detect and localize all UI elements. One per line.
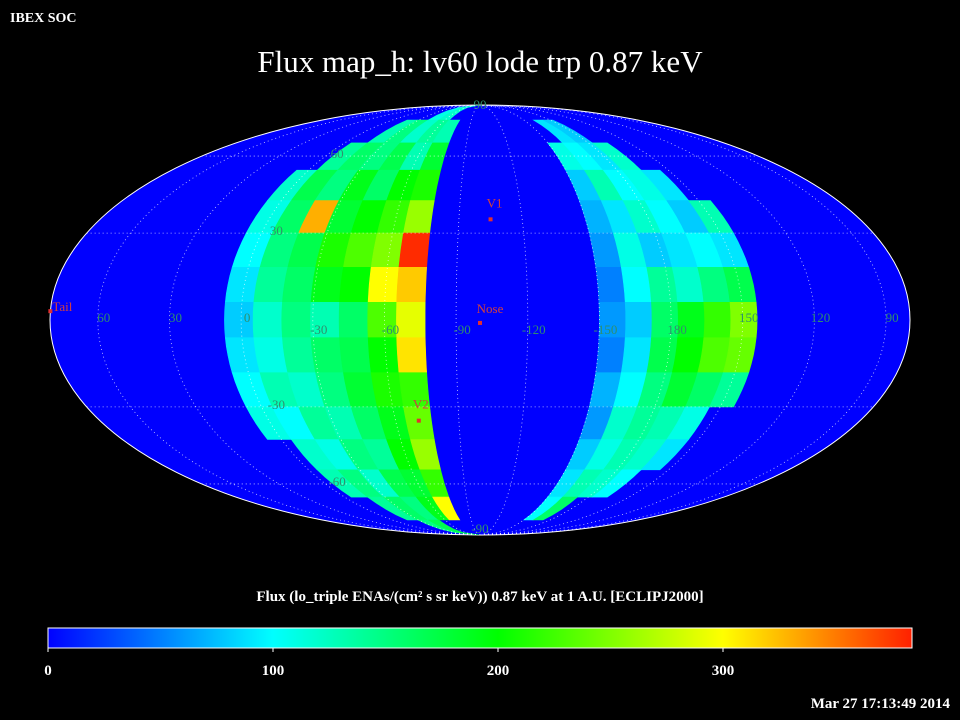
meridian [479, 105, 529, 535]
meridian [479, 105, 815, 535]
colorbar [47, 627, 913, 649]
marker-label: Tail [52, 299, 72, 314]
flux-cell [370, 372, 404, 408]
colorbar-tick-label: 300 [712, 663, 735, 679]
flux-cell [396, 266, 428, 303]
header: IBEX SOC [10, 11, 77, 26]
flux-cell [339, 266, 372, 303]
flux-cell [646, 337, 678, 374]
flux-cell [532, 496, 579, 521]
lon-tick-label: 30 [169, 310, 182, 325]
flux-cell [252, 301, 283, 339]
lon-tick-label: 90 [886, 310, 899, 325]
lat-tick-label: 60 [331, 146, 344, 161]
meridian [479, 105, 600, 535]
flux-cell [624, 301, 653, 339]
marker [416, 418, 421, 423]
marker [488, 217, 493, 222]
flux-cell [640, 439, 690, 471]
flux-cell [709, 372, 750, 408]
lat-tick-label: -60 [328, 474, 345, 489]
marker [48, 309, 53, 314]
meridian [240, 105, 481, 535]
lon-tick-label: -150 [594, 322, 618, 337]
title: Flux map_h: lv60 lode trp 0.87 keV [257, 44, 703, 79]
flux-cell [367, 266, 400, 303]
graticule [86, 105, 887, 535]
lon-tick-label: 120 [811, 310, 831, 325]
flux-cell [646, 266, 678, 303]
lon-tick-label: 150 [739, 310, 759, 325]
flux-cell [703, 301, 732, 339]
colorbar-tick-label: 100 [262, 663, 285, 679]
flux-cells [224, 105, 758, 535]
flux-cell [282, 337, 316, 374]
lon-tick-label: -120 [522, 322, 546, 337]
flux-cell [310, 337, 344, 374]
lon-tick-label: 180 [667, 322, 687, 337]
map-labels: 60 30 0 -30 -60 -90 -120 -150 180 150 120 90 90 60 30 -… [48, 97, 899, 536]
marker [478, 320, 482, 325]
flux-cell [591, 469, 642, 498]
flux-cell [282, 266, 316, 303]
flux-cell [595, 337, 626, 374]
lon-tick-label: -90 [453, 322, 470, 337]
lat-tick-label: 90 [474, 97, 487, 112]
flux-cell [396, 301, 426, 339]
marker-label: Nose [477, 301, 504, 316]
lat-tick-label: -90 [471, 521, 488, 536]
timestamp: Mar 27 17:13:49 2014 [811, 696, 951, 712]
lon-tick-label: -60 [382, 322, 399, 337]
lon-tick-label: -30 [310, 322, 327, 337]
colorbar-label: Flux (lo_triple ENAs/(cm² s sr keV)) 0.8… [256, 589, 703, 605]
flux-cell [620, 266, 652, 303]
flux-cell [398, 232, 431, 268]
flux-cell [396, 337, 428, 374]
lon-tick-label: 0 [244, 310, 251, 325]
lat-tick-label: 30 [270, 223, 283, 238]
marker-label: V2 [413, 397, 429, 412]
colorbar-tick-label: 0 [44, 663, 52, 679]
marker-label: V1 [487, 195, 503, 210]
flux-cell [367, 337, 400, 374]
flux-cell [595, 266, 626, 303]
lat-tick-label: -30 [268, 397, 285, 412]
colorbar-tick-label: 200 [487, 663, 510, 679]
flux-cell [310, 266, 344, 303]
flux-cell [339, 337, 372, 374]
lon-tick-label: 60 [97, 310, 110, 325]
flux-cell [370, 232, 404, 268]
meridian [169, 105, 481, 535]
flux-cell [281, 301, 312, 339]
colorbar-ticks: 0 100 200 300 [44, 648, 734, 679]
flux-cell [620, 337, 652, 374]
flux-cell [432, 496, 461, 521]
flux-cell [338, 301, 369, 339]
